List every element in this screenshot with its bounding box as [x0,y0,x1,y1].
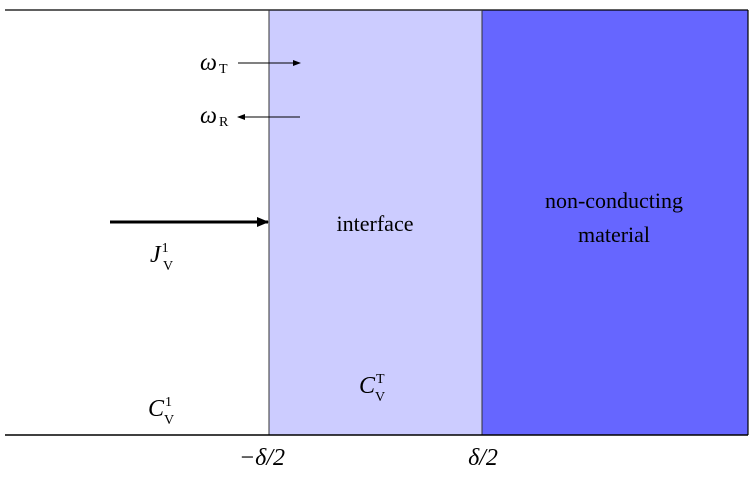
symbol-sup: T [376,372,385,387]
flux-symbol: J1 V [150,241,173,274]
symbol-base: C [148,396,165,422]
symbol-sup: 1 [165,395,172,410]
symbol-base: C [359,373,376,399]
symbol-sub: V [164,413,174,428]
symbol-sub: V [163,259,173,274]
c1-symbol: C1 V [148,395,174,428]
symbol-base: ω [200,103,217,129]
non-conducting-region [482,10,748,435]
symbol-base: ω [200,50,217,76]
ct-symbol: CT V [359,372,385,405]
symbol-sub: R [219,115,229,130]
symbol-sub: V [375,390,385,405]
symbol-sup: 1 [162,241,169,256]
axis-label: −δ/2 [239,445,285,471]
interface-region [269,10,482,435]
region-label: non-conducting [545,188,683,213]
region-label: interface [337,211,414,236]
axis-label: δ/2 [468,445,498,471]
symbol-sub: T [219,62,228,77]
region-label: material [578,222,650,247]
symbol-base: J [150,242,162,268]
